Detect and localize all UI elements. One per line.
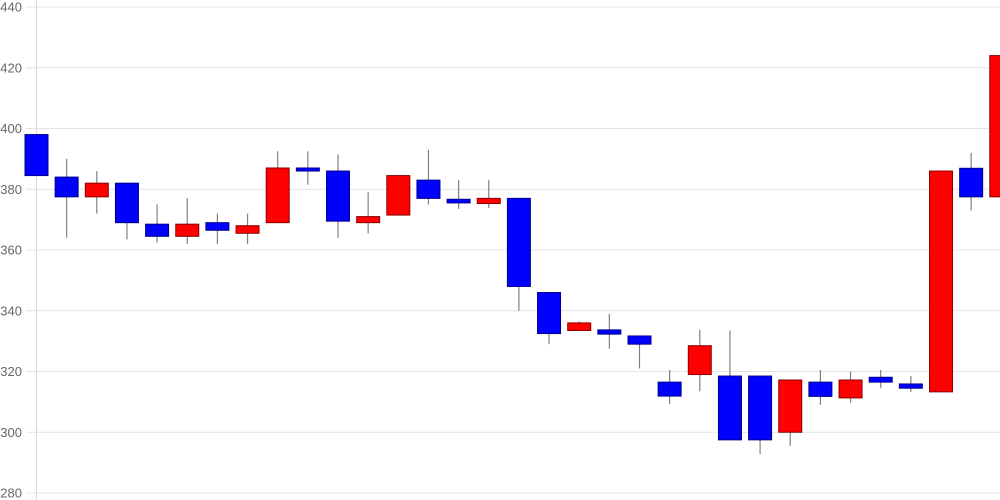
svg-text:360: 360 [0, 243, 22, 258]
svg-text:440: 440 [0, 0, 22, 15]
svg-text:420: 420 [0, 60, 22, 75]
svg-text:400: 400 [0, 121, 22, 136]
svg-text:280: 280 [0, 486, 22, 500]
svg-text:380: 380 [0, 182, 22, 197]
svg-text:320: 320 [0, 364, 22, 379]
svg-text:300: 300 [0, 425, 22, 440]
svg-text:340: 340 [0, 303, 22, 318]
